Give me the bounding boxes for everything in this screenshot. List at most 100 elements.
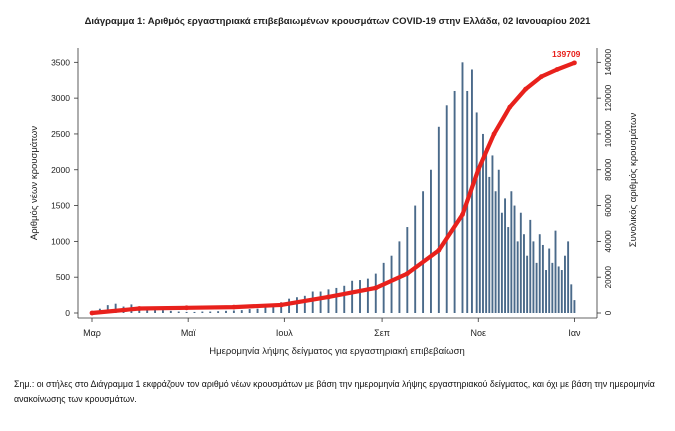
cumulative-point xyxy=(572,60,577,66)
chart-title: Διάγραμμα 1: Αριθμός εργαστηριακά επιβεβ… xyxy=(84,16,591,27)
annotation-label: 139709 xyxy=(552,49,581,59)
bar xyxy=(570,284,573,313)
x-tick-label: Ιουλ xyxy=(276,328,293,338)
bar xyxy=(414,205,417,313)
cumulative-point xyxy=(507,104,513,110)
bar xyxy=(461,62,464,313)
x-tick-label: Μαϊ xyxy=(181,328,197,338)
y2-tick-label: 20000 xyxy=(604,266,613,289)
bar xyxy=(185,311,188,313)
cumulative-point xyxy=(89,310,95,316)
y-tick-label: 2500 xyxy=(51,129,70,139)
bar xyxy=(390,255,393,313)
bar xyxy=(248,309,251,313)
bar xyxy=(500,212,503,313)
bar xyxy=(366,278,369,313)
bar xyxy=(106,305,109,313)
bar xyxy=(335,287,338,313)
bar xyxy=(488,176,491,313)
cumulative-point xyxy=(523,86,528,92)
y-tick-label: 1500 xyxy=(51,201,70,211)
y2-tick-label: 40000 xyxy=(604,230,613,253)
y-tick-label: 0 xyxy=(65,308,70,318)
bar xyxy=(491,155,494,313)
bar xyxy=(532,241,535,313)
y-axis-label: Αριθμός νέων κρουσμάτων xyxy=(29,126,40,240)
cumulative-point xyxy=(538,74,544,80)
bar xyxy=(554,230,557,313)
bar xyxy=(240,310,243,313)
bar xyxy=(557,266,560,313)
bar xyxy=(567,241,570,313)
bar xyxy=(541,244,544,313)
y2-axis-label: Συνολικός αριθμός κρουσμάτων xyxy=(628,113,639,248)
bar xyxy=(161,310,164,313)
bar xyxy=(169,310,172,313)
bar xyxy=(201,311,204,313)
bar xyxy=(523,234,525,313)
bar xyxy=(232,310,235,313)
bar xyxy=(545,270,547,313)
bar xyxy=(359,280,361,313)
bar xyxy=(225,310,227,313)
bar xyxy=(482,133,484,313)
y2-tick-label: 100000 xyxy=(604,120,613,147)
cumulative-point xyxy=(326,294,331,300)
x-tick-label: Σεπ xyxy=(374,328,390,338)
cumulative-point xyxy=(373,285,379,291)
x-tick-label: Μαρ xyxy=(83,328,101,338)
bar xyxy=(551,262,554,313)
bar xyxy=(217,311,220,313)
y-tick-label: 3500 xyxy=(51,57,70,67)
y2-tick-label: 0 xyxy=(604,310,613,315)
bar xyxy=(513,205,516,313)
x-tick-label: Ιαν xyxy=(568,328,581,338)
bar xyxy=(560,270,563,313)
cumulative-point xyxy=(404,271,410,277)
bar xyxy=(507,227,510,313)
cumulative-point xyxy=(475,167,481,173)
y-tick-label: 1000 xyxy=(51,236,70,246)
bar xyxy=(453,90,456,313)
bar xyxy=(288,298,291,313)
bar xyxy=(548,248,551,313)
bar xyxy=(114,303,117,313)
y-tick-label: 2000 xyxy=(51,165,70,175)
bar xyxy=(382,262,385,313)
bar xyxy=(264,306,267,313)
bar xyxy=(209,311,212,313)
bar xyxy=(475,112,478,313)
y-tick-label: 3000 xyxy=(51,93,70,103)
bar xyxy=(319,291,322,313)
bar xyxy=(494,191,497,313)
x-tick-label: Νοε xyxy=(470,328,486,338)
bar xyxy=(177,311,180,313)
bar xyxy=(510,191,513,313)
bar xyxy=(272,304,275,313)
y2-tick-label: 80000 xyxy=(604,158,613,181)
chart: 0 500 1000 1500 2000 2500 3000 3500 0 20000 40000 6… xyxy=(29,48,639,357)
bar xyxy=(478,162,481,313)
cumulative-point xyxy=(491,131,497,137)
bar xyxy=(538,234,541,313)
bar xyxy=(256,308,259,313)
cumulative-point xyxy=(436,247,442,253)
bar xyxy=(193,311,196,313)
bar xyxy=(535,262,538,313)
bar xyxy=(303,295,306,313)
bar xyxy=(485,148,488,313)
bar xyxy=(406,227,409,313)
y2-tick-label: 120000 xyxy=(604,84,613,111)
cumulative-point xyxy=(184,305,189,311)
bar xyxy=(526,255,529,313)
bar xyxy=(564,255,566,313)
bar xyxy=(430,169,432,313)
bar xyxy=(529,219,532,313)
bar xyxy=(327,289,330,313)
cumulative-point xyxy=(231,304,237,310)
cumulative-point xyxy=(278,302,284,308)
cumulative-point xyxy=(136,306,142,311)
bar xyxy=(311,291,314,313)
bar xyxy=(296,297,298,313)
y2-tick-label: 140000 xyxy=(604,48,613,75)
